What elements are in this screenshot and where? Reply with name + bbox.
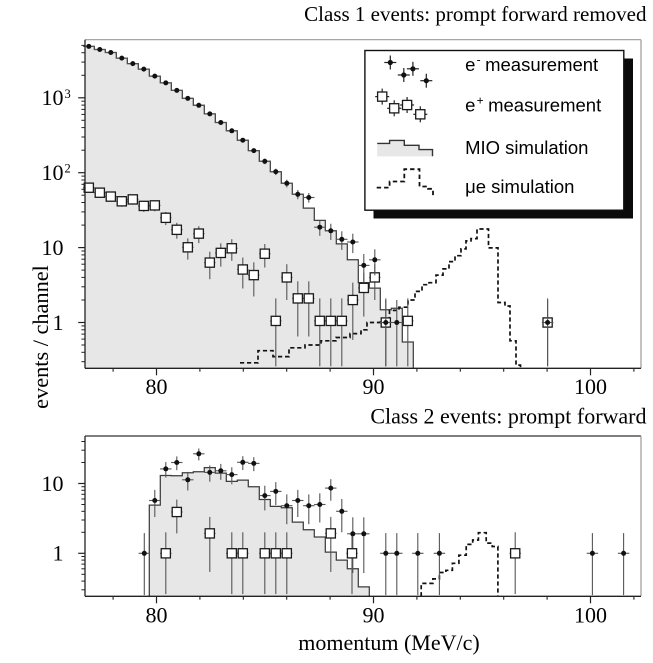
svg-text:10: 10 — [42, 160, 64, 185]
svg-text:10: 10 — [42, 235, 64, 260]
svg-text:3: 3 — [65, 87, 71, 101]
svg-text:90: 90 — [363, 374, 385, 399]
svg-text:μe simulation: μe simulation — [465, 176, 574, 197]
svg-text:10: 10 — [42, 471, 64, 496]
svg-text:1: 1 — [53, 541, 64, 566]
svg-text:MIO simulation: MIO simulation — [465, 137, 588, 158]
svg-text:events / channel: events / channel — [28, 265, 53, 409]
svg-text:80: 80 — [146, 374, 168, 399]
svg-text:2: 2 — [65, 162, 71, 176]
svg-text:80: 80 — [146, 603, 168, 628]
svg-text:100: 100 — [574, 374, 607, 399]
svg-text:Class 2 events: prompt forward: Class 2 events: prompt forward — [370, 404, 646, 429]
svg-text:Class 1 events: prompt forward: Class 1 events: prompt forward removed — [304, 2, 647, 26]
svg-text:1: 1 — [53, 310, 64, 335]
svg-text:10: 10 — [42, 85, 64, 110]
svg-text:momentum (MeV/c): momentum (MeV/c) — [298, 630, 479, 655]
svg-text:e+measurement: e+ measurement — [465, 93, 601, 115]
svg-text:e-measurement: e-measurement — [465, 53, 598, 75]
svg-text:100: 100 — [574, 603, 607, 628]
svg-text:90: 90 — [363, 603, 385, 628]
